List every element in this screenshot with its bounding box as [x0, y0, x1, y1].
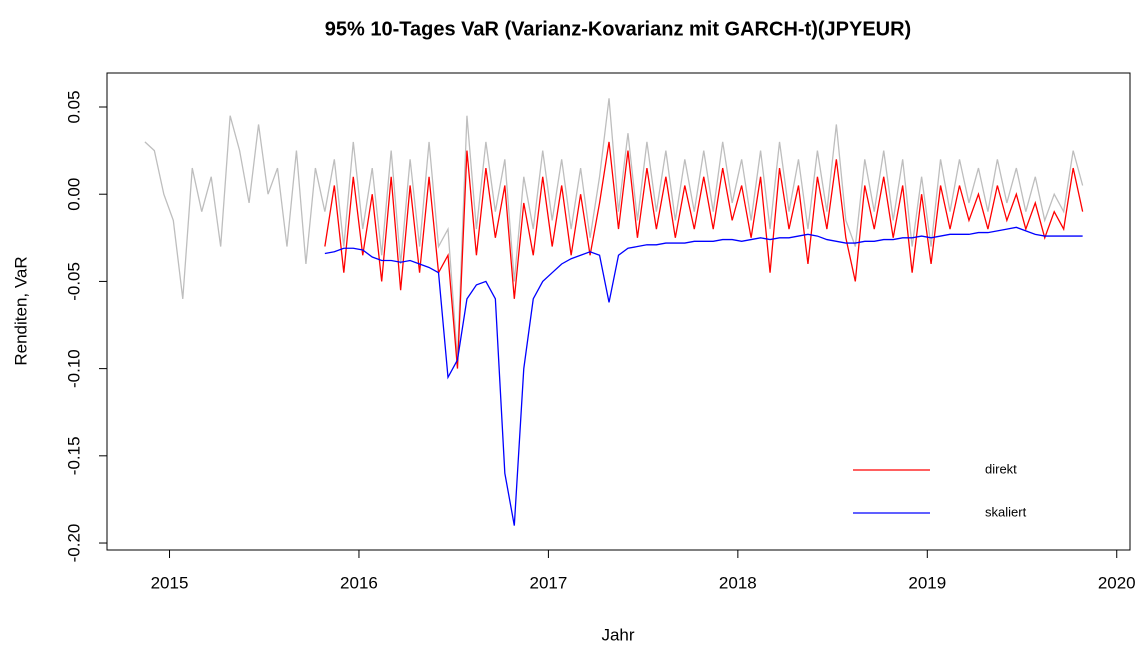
y-tick-label: -0.10 [64, 349, 83, 388]
series-line [144, 98, 1084, 360]
y-tick-label: -0.20 [64, 524, 83, 563]
y-tick-label: 0.05 [64, 90, 83, 123]
plot-frame [106, 72, 1131, 551]
chart-title: 95% 10-Tages VaR (Varianz-Kovarianz mit … [325, 18, 911, 40]
x-tick-label: 2018 [719, 573, 757, 592]
x-tick-label: 2015 [151, 573, 189, 592]
x-axis-label: Jahr [601, 625, 634, 644]
x-tick-label: 2017 [529, 573, 567, 592]
y-tick-label: 0.00 [64, 178, 83, 211]
y-tick-label: -0.05 [64, 262, 83, 301]
y-axis-label: Renditen, VaR [11, 256, 30, 365]
x-tick-label: 2016 [340, 573, 378, 592]
y-tick-label: -0.15 [64, 436, 83, 475]
legend-label: direkt [985, 461, 1017, 476]
series-line [324, 226, 1083, 526]
x-tick-label: 2020 [1098, 573, 1136, 592]
x-tick-label: 2019 [908, 573, 946, 592]
legend-label: skaliert [985, 504, 1027, 519]
series-line [324, 141, 1084, 369]
